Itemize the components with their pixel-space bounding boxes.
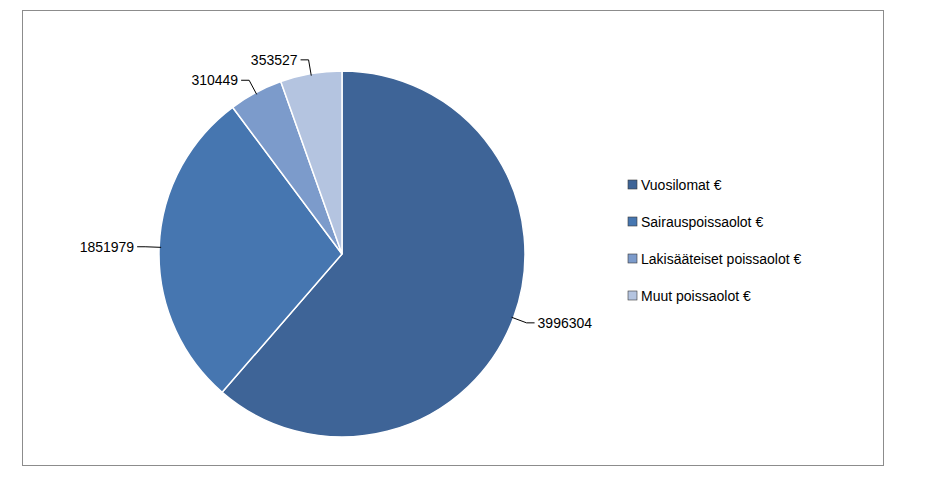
leader-line: [241, 80, 257, 94]
pie: [159, 71, 525, 437]
legend-swatch: [628, 180, 637, 189]
leader-line: [512, 317, 535, 323]
legend-swatch: [628, 254, 637, 263]
leader-line: [137, 246, 161, 248]
data-labels: 3996304 1851979 310449 353527: [80, 52, 593, 331]
legend-label: Lakisääteiset poissaolot €: [641, 251, 802, 267]
legend-label: Sairauspoissaolot €: [641, 214, 763, 230]
data-label: 3996304: [538, 315, 593, 331]
data-label: 353527: [251, 52, 298, 68]
slice: [281, 71, 342, 254]
legend-label: Vuosilomat €: [641, 177, 722, 193]
legend-swatch: [628, 291, 637, 300]
legend: Vuosilomat € Sairauspoissaolot € Lakisääte…: [628, 177, 802, 304]
data-label: 310449: [191, 72, 238, 88]
chart: 3996304 1851979 310449 353527 Vuosilomat € Sa…: [0, 0, 928, 489]
data-label: 1851979: [80, 239, 135, 255]
legend-swatch: [628, 217, 637, 226]
frame: [23, 11, 884, 466]
leader-line: [301, 60, 312, 76]
legend-label: Muut poissaolot €: [641, 288, 751, 304]
